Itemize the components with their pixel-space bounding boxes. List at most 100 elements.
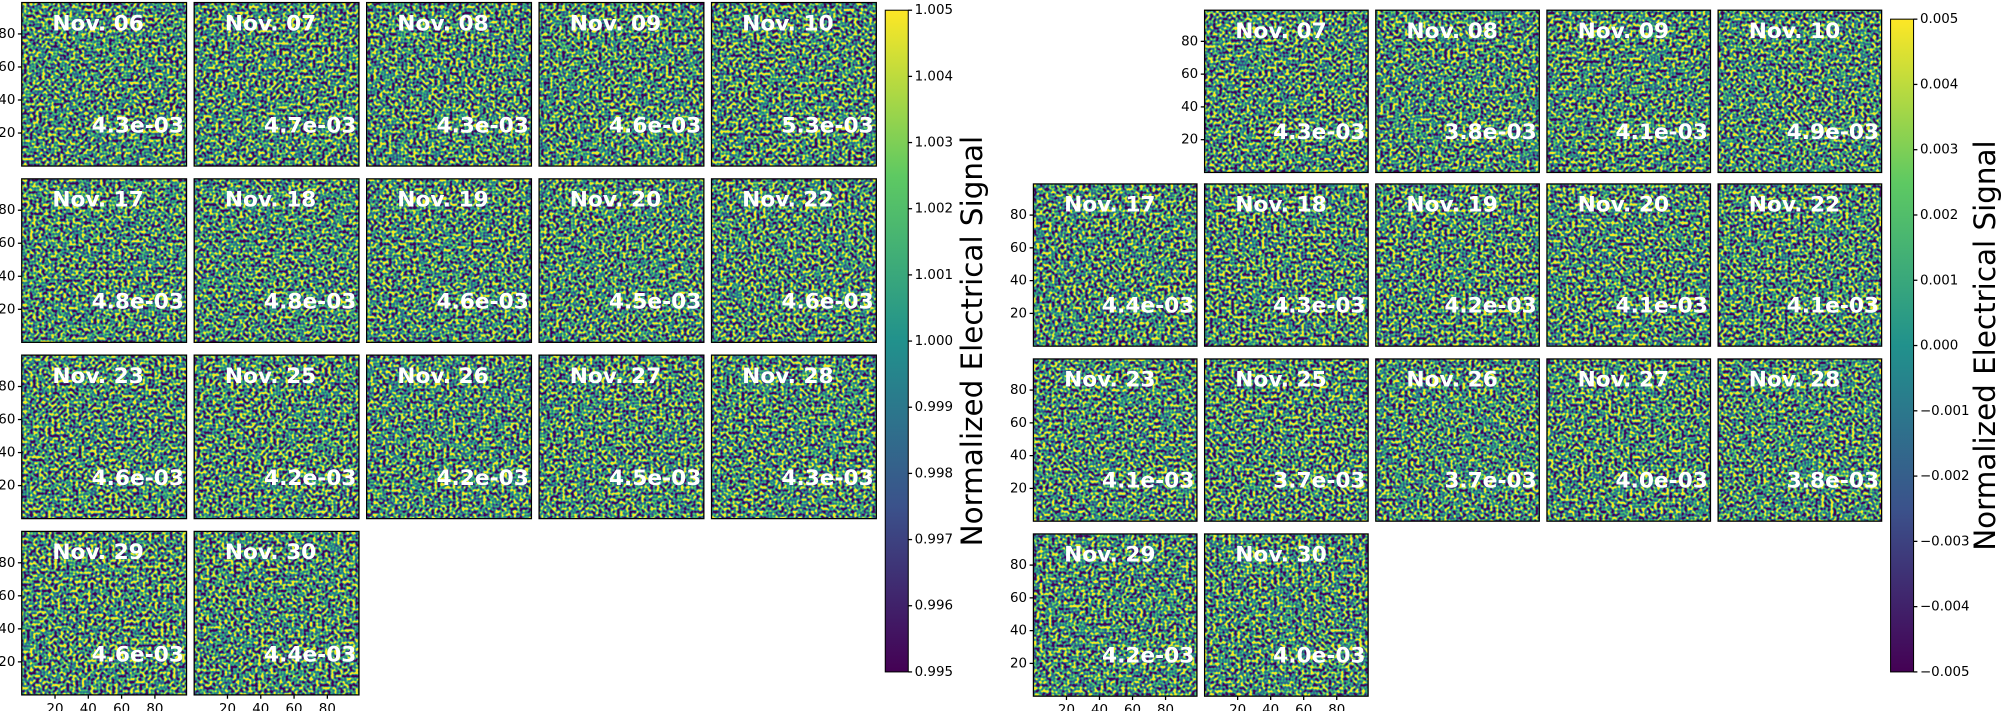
x-tick-label: 40	[80, 702, 97, 711]
y-tick-label: 20	[0, 302, 15, 317]
heatmap	[1375, 358, 1540, 522]
panel-annotation: 4.3e-03	[1273, 294, 1365, 319]
colorbar-tick-label: 0.996	[915, 599, 953, 614]
panel-title: Nov. 17	[1064, 193, 1155, 218]
panel-title: Nov. 25	[1235, 368, 1326, 393]
y-tick-label: 40	[1010, 274, 1027, 289]
frame	[1375, 183, 1540, 347]
frame	[21, 1, 188, 167]
frame	[21, 530, 188, 696]
y-tick-label: 40	[1010, 624, 1027, 639]
heatmap	[21, 2, 187, 167]
panel-annotation: 4.7e-03	[264, 113, 356, 138]
y-tick-label: 20	[0, 479, 15, 494]
frame	[1546, 358, 1712, 522]
panel-annotation: 4.6e-03	[609, 113, 701, 138]
heatmap	[1204, 533, 1369, 697]
y-tick-label: 60	[0, 413, 15, 428]
heatmap	[194, 178, 359, 343]
panel-title: Nov. 22	[742, 188, 833, 213]
panel-title: Nov. 30	[1235, 543, 1326, 568]
heatmap	[1204, 183, 1369, 347]
frame	[1203, 183, 1369, 347]
panel-annotation: 4.1e-03	[1616, 294, 1708, 319]
heatmap	[194, 2, 359, 167]
y-tick-label: 20	[1181, 133, 1198, 148]
panel-annotation: 4.3e-03	[436, 113, 528, 138]
panel-title: Nov. 07	[225, 11, 316, 36]
frame	[1546, 9, 1712, 174]
colorbar-tick-label: −0.002	[1920, 469, 1970, 484]
frame	[710, 178, 877, 343]
colorbar-tick-label: 0.000	[1920, 339, 1958, 354]
y-tick-label: 60	[1010, 591, 1027, 606]
panel-annotation: 3.8e-03	[1787, 469, 1879, 494]
panel-title: Nov. 09	[570, 11, 661, 36]
panel-annotation: 4.6e-03	[92, 642, 184, 667]
heatmap	[711, 178, 877, 343]
panel-title: Nov. 17	[52, 188, 143, 213]
panel-title: Nov. 07	[1235, 19, 1326, 44]
colorbar	[884, 9, 909, 673]
x-tick-label: 60	[286, 702, 303, 711]
colorbar-tick-label: 0.002	[1920, 208, 1958, 223]
colorbar-tick-label: 1.001	[915, 268, 953, 283]
heatmap	[711, 2, 877, 167]
panel-title: Nov. 19	[1406, 193, 1497, 218]
panel-annotation: 4.6e-03	[92, 466, 184, 491]
frame	[365, 1, 533, 167]
y-tick-label: 60	[1010, 241, 1027, 256]
heatmap	[1546, 183, 1711, 347]
heatmap	[1033, 183, 1197, 347]
y-tick-label: 80	[0, 203, 15, 218]
heatmap	[1375, 10, 1540, 173]
panel-title: Nov. 30	[225, 540, 316, 565]
colorbar-label: Normalized Electrical Signal	[1968, 140, 2002, 551]
frame	[1032, 183, 1198, 347]
frame	[1717, 183, 1883, 347]
frame	[1717, 9, 1883, 174]
colorbar-tick-label: 0.995	[915, 665, 953, 680]
y-tick-label: 60	[1181, 67, 1198, 82]
heatmap	[366, 2, 532, 167]
x-tick-label: 60	[1295, 703, 1312, 711]
colorbar-label: Normalized Electrical Signal	[955, 136, 989, 547]
panel-title: Nov. 10	[1749, 19, 1840, 44]
panel-title: Nov. 23	[52, 364, 143, 389]
panel-title: Nov. 29	[1064, 543, 1155, 568]
heatmap	[539, 2, 704, 167]
panel-title: Nov. 08	[397, 11, 488, 36]
colorbar-tick-label: 0.005	[1920, 12, 1958, 27]
frame	[710, 1, 877, 167]
heatmap	[1204, 10, 1369, 173]
heatmap	[1033, 533, 1197, 697]
x-tick-label: 60	[1124, 703, 1141, 711]
colorbar-tick-label: 1.000	[915, 334, 953, 349]
x-tick-label: 40	[252, 702, 269, 711]
frame	[21, 178, 188, 343]
panel-annotation: 3.7e-03	[1444, 469, 1536, 494]
colorbar-tick-label: −0.004	[1920, 600, 1970, 615]
x-tick-label: 20	[219, 702, 236, 711]
panel-annotation: 4.6e-03	[436, 290, 528, 315]
frame	[710, 354, 877, 520]
panel-title: Nov. 09	[1578, 19, 1669, 44]
y-tick-label: 40	[1181, 100, 1198, 115]
frame	[365, 178, 533, 343]
y-tick-label: 60	[0, 60, 15, 75]
panel-title: Nov. 18	[1235, 193, 1326, 218]
colorbar-tick-label: 0.999	[915, 400, 953, 415]
panel-annotation: 4.3e-03	[92, 113, 184, 138]
y-tick-label: 20	[1010, 481, 1027, 496]
y-tick-label: 40	[0, 93, 15, 108]
x-tick-label: 80	[1157, 703, 1174, 711]
x-tick-label: 20	[46, 702, 63, 711]
frame	[1032, 533, 1198, 697]
colorbar-tick-label: 1.003	[915, 136, 953, 151]
panel-title: Nov. 22	[1749, 193, 1840, 218]
panel-title: Nov. 20	[1578, 193, 1669, 218]
y-tick-label: 80	[1010, 558, 1027, 573]
heatmap	[366, 178, 532, 343]
colorbar-tick-label: 0.001	[1920, 273, 1958, 288]
